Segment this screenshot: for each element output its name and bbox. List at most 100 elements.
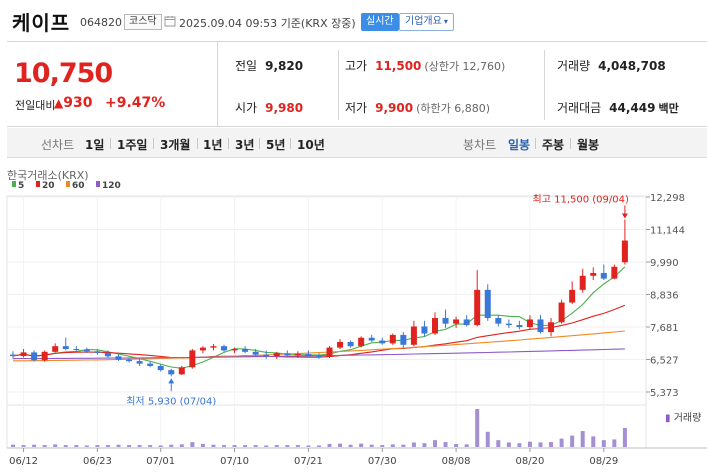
candle-chart-label[interactable]: 봉차트 [463, 138, 497, 152]
lower-limit: (하한가 6,880) [416, 102, 490, 115]
tab-1day[interactable]: 1일 [85, 138, 105, 152]
open-label: 시가 [235, 101, 258, 115]
y-tick-label: 8,836 [650, 290, 679, 301]
volume-bar [390, 444, 395, 447]
high-price: 고가 11,500 (상한가 12,760) [345, 57, 505, 74]
stock-name: 케이프 [12, 11, 71, 35]
candle-body [389, 334, 396, 344]
candle-body [569, 289, 576, 303]
stock-header: 케이프 064820 코스닥 2025.09.04 09:53 기준(KRX 장… [0, 0, 707, 40]
prev-close-label: 전일 [235, 59, 258, 73]
volume-bar [570, 435, 575, 447]
volume-bar [475, 409, 480, 447]
high-value: 11,500 [375, 59, 422, 73]
legend-swatch [96, 181, 100, 187]
amount-label: 거래대금 [557, 101, 602, 115]
candle-body [400, 334, 407, 345]
candle-body [210, 346, 217, 348]
candle-body [294, 354, 301, 356]
stock-chart: 한국거래소(KRX) 5 20 60 120 12,298 11,144 9,990 8,8… [0, 158, 707, 475]
volume-bar [506, 442, 511, 447]
volume-bar [179, 444, 184, 447]
prev-close-value: 9,820 [265, 59, 304, 73]
line-chart-label[interactable]: 선차트 [41, 138, 75, 152]
candle-body [453, 319, 460, 324]
legend-swatch [12, 181, 16, 187]
y-tick-label: 7,681 [650, 323, 679, 334]
candle-body [600, 272, 607, 279]
tab-5years[interactable]: 5년 [266, 138, 286, 152]
volume-axis-label: ▮ 거래량 [665, 412, 701, 424]
volume-bar [169, 444, 174, 447]
tab-1year[interactable]: 1년 [203, 138, 223, 152]
tab-separator [228, 138, 229, 149]
candle-body [505, 323, 512, 326]
y-tick-label: 12,298 [650, 193, 685, 204]
candle-body [337, 341, 344, 348]
price-plot-area [6, 195, 647, 406]
candle-body [379, 340, 386, 344]
candle-body [621, 240, 628, 263]
volume-bar [21, 445, 26, 447]
volume-bar [95, 445, 100, 447]
quote-datetime: 2025.09.04 09:53 기준(KRX 장중) [179, 15, 356, 31]
volume-bar [84, 445, 89, 447]
realtime-button[interactable]: 실시간 [361, 13, 399, 31]
volume-bar [200, 443, 205, 447]
legend-label: 120 [102, 181, 121, 191]
volume-bar [348, 444, 353, 447]
candle-body [516, 325, 523, 328]
volume-bar [116, 444, 121, 447]
candle-body [20, 352, 27, 357]
legend-swatch [36, 181, 40, 187]
volume-bar [295, 445, 300, 447]
volume-bar [63, 445, 68, 447]
moving-averages [12, 266, 626, 369]
tab-10years[interactable]: 10년 [297, 138, 325, 152]
calendar-icon [164, 16, 176, 27]
candle-body [252, 351, 259, 355]
volume-bar [264, 445, 269, 447]
volume-bar [443, 442, 448, 447]
change-amount: 930 [63, 95, 93, 111]
volume-bar [411, 442, 416, 447]
low-arrow-head [168, 378, 175, 384]
volume-bar [190, 442, 195, 447]
annotations: 최고 11,500 (09/04) 최저 5,930 (07/04) [126, 193, 629, 407]
volume-bar [527, 441, 532, 447]
datetime-value: 2025.09.04 09:53 [179, 17, 278, 30]
candle-body [147, 363, 154, 366]
x-tick-label: 06/12 [9, 456, 38, 467]
tab-monthly[interactable]: 월봉 [577, 138, 600, 152]
candle-body [442, 318, 449, 324]
volume-bar [53, 444, 58, 447]
tab-3years[interactable]: 3년 [235, 138, 255, 152]
y-tick-label: 11,144 [650, 225, 685, 236]
candle-body [157, 365, 164, 371]
volume-bar [158, 445, 163, 447]
candle-body [463, 319, 470, 326]
tab-1week[interactable]: 1주일 [117, 138, 148, 152]
legend-swatch [66, 181, 70, 187]
candle-body [189, 350, 196, 368]
chart-source: 한국거래소(KRX) [7, 169, 89, 182]
volume-bar [433, 440, 437, 447]
tab-daily[interactable]: 일봉 [508, 138, 531, 152]
volume-bar [274, 445, 279, 447]
tab-separator [290, 138, 291, 149]
change-label: 전일대비 [15, 99, 56, 112]
candle-body [347, 341, 354, 347]
tab-separator [197, 138, 198, 149]
tab-separator [153, 138, 154, 149]
tab-weekly[interactable]: 주봉 [542, 138, 565, 152]
tab-3months[interactable]: 3개월 [160, 138, 191, 152]
x-tick-label: 07/30 [368, 456, 397, 467]
company-overview-button[interactable]: 기업개요 ▾ [399, 13, 454, 31]
candle-body [62, 346, 69, 350]
candle-body [178, 367, 185, 375]
volume-bar [232, 445, 237, 447]
candle-body [221, 346, 227, 351]
volume-bar [591, 436, 596, 447]
candle-body [115, 356, 122, 360]
open-value: 9,980 [265, 101, 304, 115]
